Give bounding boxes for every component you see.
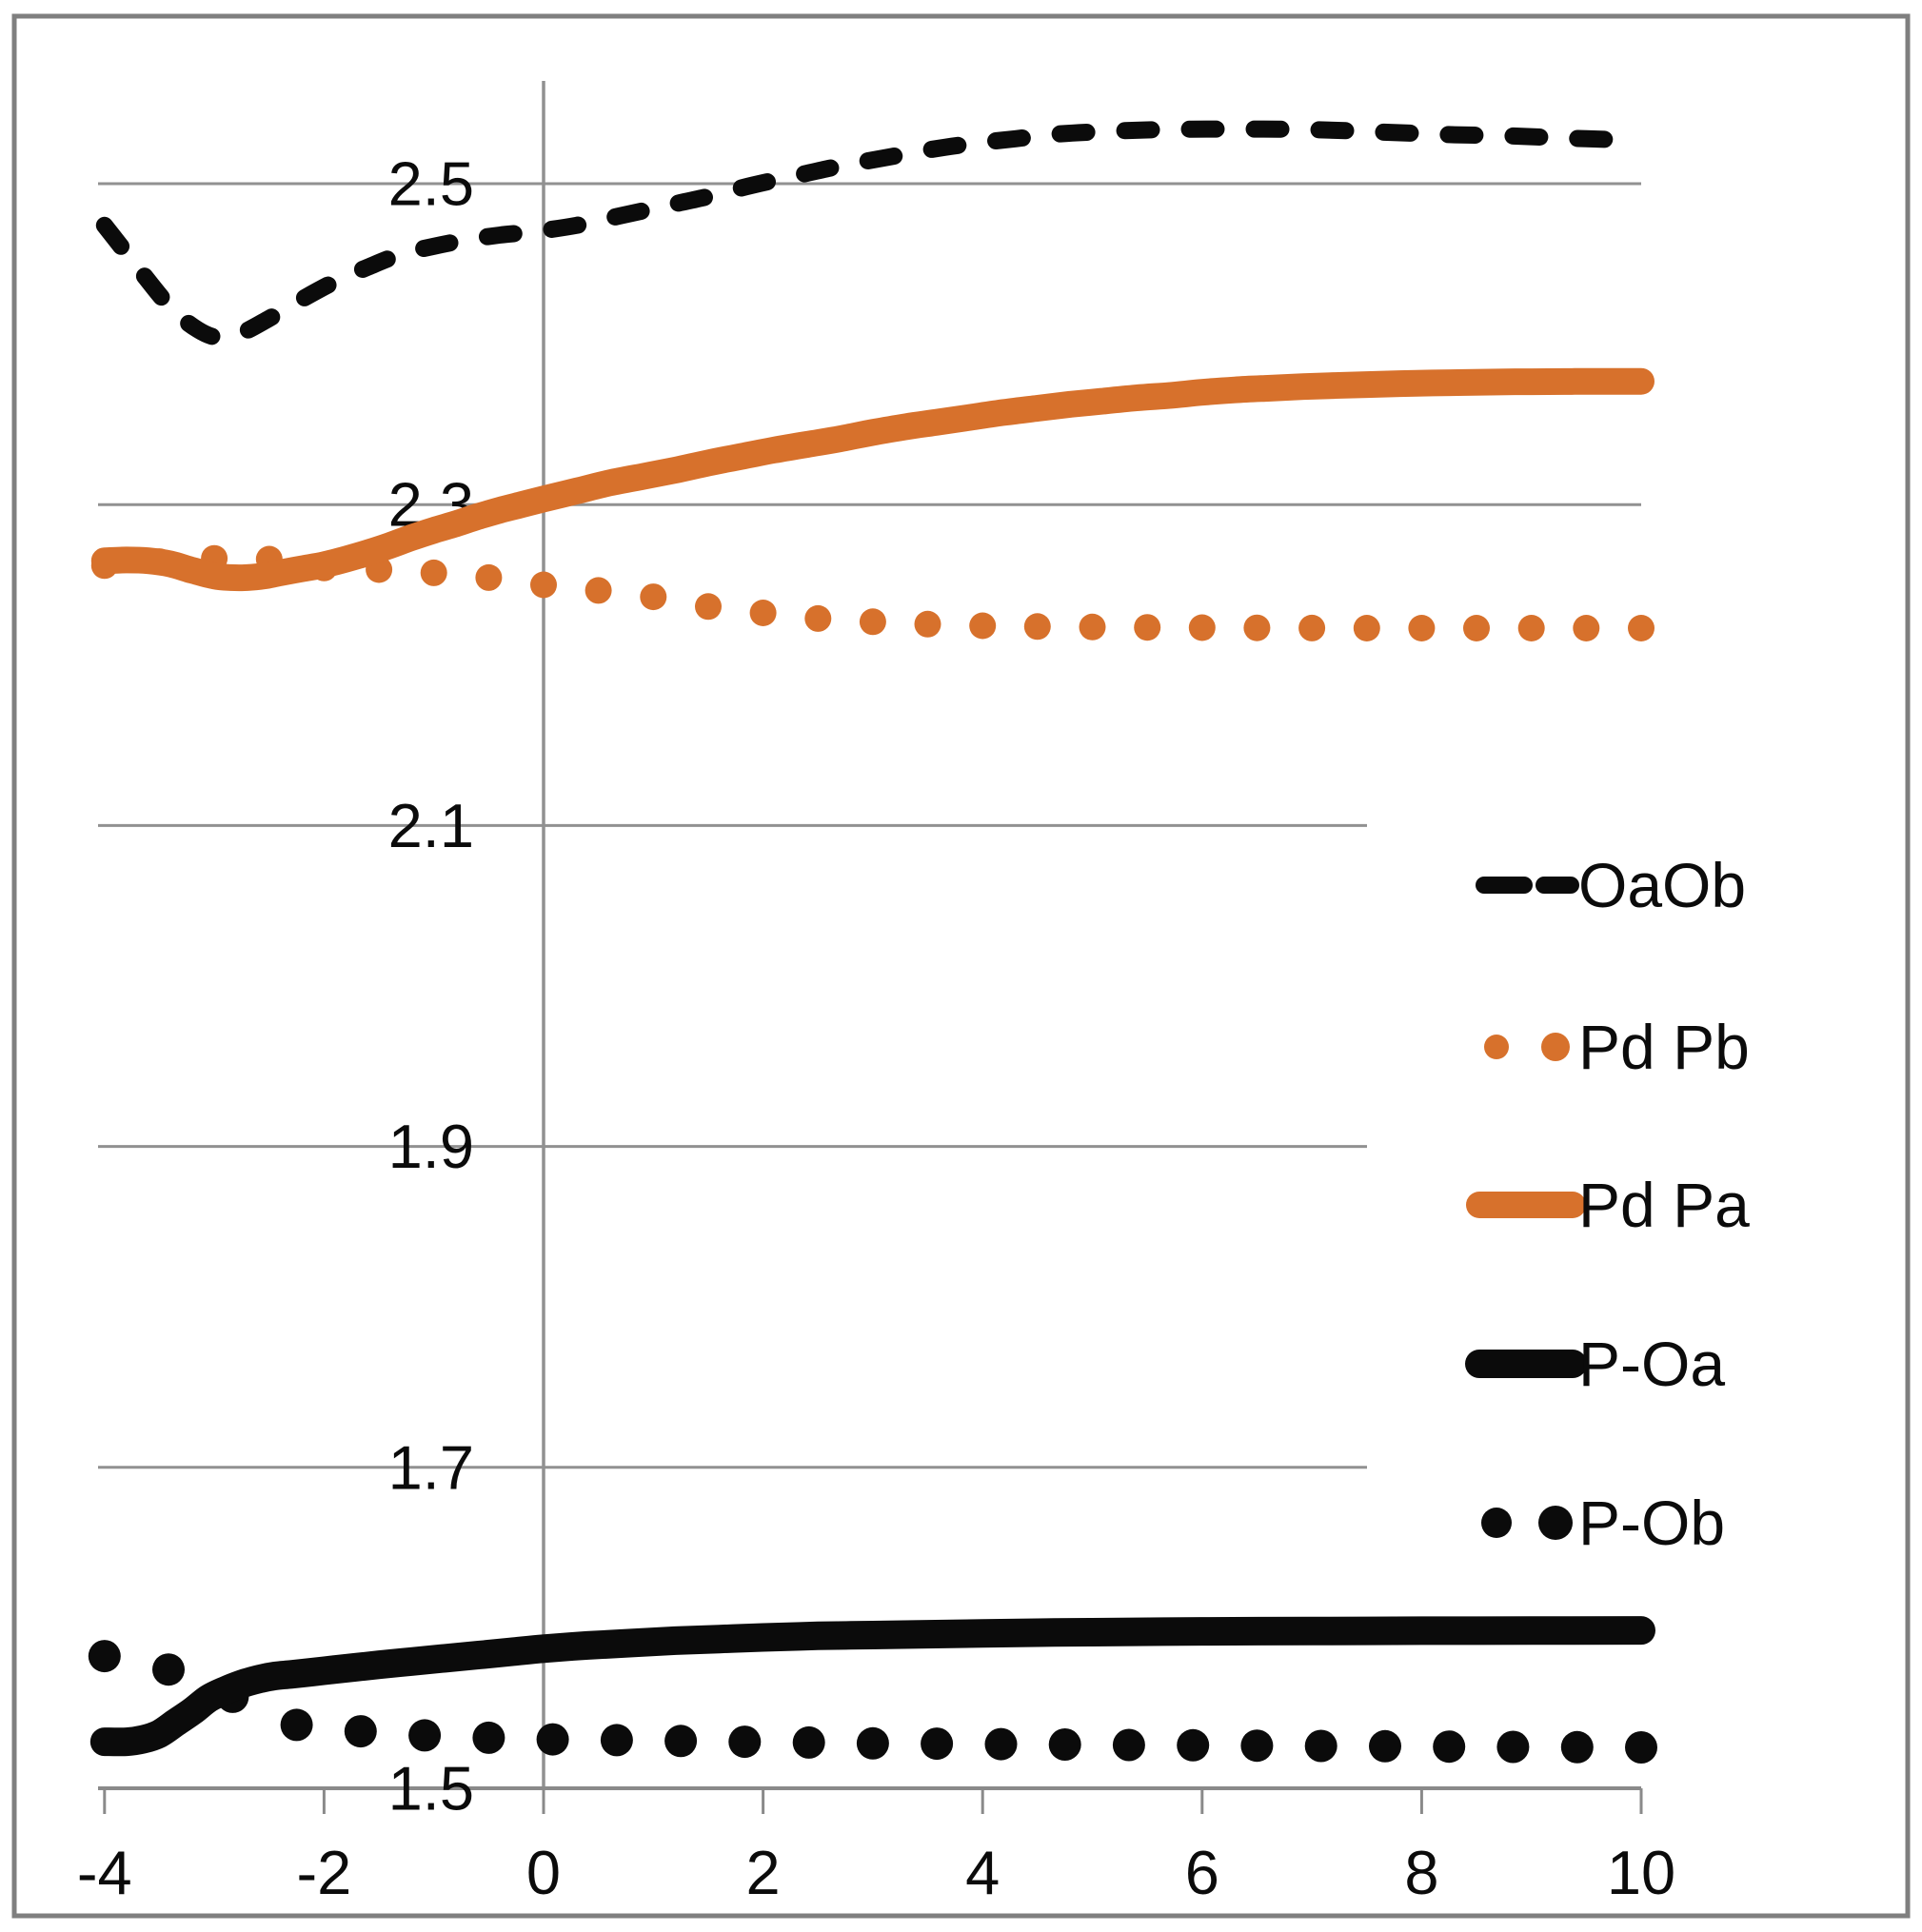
data-point	[344, 1715, 377, 1748]
legend-item-P-Oa: P-Oa	[1465, 1329, 1725, 1399]
data-point	[1134, 614, 1161, 641]
legend-item-OaOb: OaOb	[1476, 850, 1746, 920]
data-point	[1496, 1730, 1530, 1764]
y-tick-label-2.5: 2.5	[388, 149, 474, 219]
data-point	[1408, 615, 1436, 641]
data-point	[88, 1640, 121, 1673]
data-point	[536, 1723, 569, 1756]
data-point	[804, 604, 832, 632]
data-point	[1573, 615, 1600, 641]
legend-label: Pd Pa	[1578, 1170, 1750, 1240]
x-tick-label--4: -4	[77, 1838, 132, 1907]
legend-label: P-Ob	[1578, 1488, 1725, 1558]
legend-label: Pd Pb	[1578, 1012, 1750, 1082]
data-point	[1304, 1729, 1337, 1763]
x-tick-label--2: -2	[297, 1838, 352, 1907]
x-tick-label-0: 0	[526, 1838, 561, 1907]
x-tick-label-10: 10	[1607, 1838, 1675, 1907]
data-point	[408, 1719, 442, 1752]
x-tick-label-4: 4	[965, 1838, 1000, 1907]
data-point	[1079, 613, 1106, 641]
legend-item-P-Ob: P-Ob	[1481, 1488, 1725, 1558]
data-point	[856, 1726, 889, 1760]
data-point	[1369, 1729, 1401, 1763]
legend-swatch-dot	[1538, 1506, 1573, 1540]
y-tick-label-1.5: 1.5	[388, 1754, 474, 1824]
x-axis-labels: -4 -2 0 2 4 6 8 10	[77, 1838, 1675, 1907]
y-tick-label-2.1: 2.1	[388, 791, 474, 860]
data-point	[1243, 614, 1271, 641]
data-point	[1517, 615, 1545, 641]
data-point	[1463, 615, 1490, 641]
data-point	[1023, 613, 1051, 641]
legend-item-Pd-Pa: Pd Pa	[1466, 1170, 1750, 1240]
legend-swatch-dot	[1481, 1508, 1512, 1538]
x-axis	[98, 1786, 1643, 1814]
data-point	[1560, 1730, 1594, 1764]
data-point	[1298, 614, 1326, 641]
x-tick-label-2: 2	[746, 1838, 781, 1907]
x-tick-label-6: 6	[1185, 1838, 1219, 1907]
data-point	[984, 1727, 1018, 1761]
data-point	[640, 583, 667, 611]
data-point	[1433, 1730, 1466, 1764]
legend-item-Pd-Pb: Pd Pb	[1484, 1012, 1750, 1082]
data-point	[728, 1725, 762, 1759]
series-P-Ob	[88, 1640, 1657, 1764]
data-point	[969, 612, 997, 640]
data-point	[1625, 1731, 1657, 1764]
data-point	[1628, 615, 1655, 641]
data-line	[95, 120, 1650, 346]
data-point	[152, 1653, 185, 1686]
data-point	[914, 610, 941, 638]
legend: OaOb Pd Pb Pd Pa P-Oa P-Ob	[1465, 850, 1750, 1558]
data-point	[859, 608, 886, 636]
data-line	[90, 367, 1655, 592]
series-OaOb	[95, 120, 1650, 346]
data-point	[1177, 1728, 1210, 1762]
data-point	[695, 593, 722, 621]
legend-label: P-Oa	[1578, 1329, 1725, 1399]
data-point	[1353, 615, 1380, 641]
data-point	[664, 1725, 698, 1758]
data-point	[1240, 1729, 1274, 1763]
series-P-Oa	[89, 1616, 1655, 1757]
data-line	[89, 1616, 1655, 1757]
y-tick-label-1.7: 1.7	[388, 1432, 474, 1502]
series-Pd-Pa	[90, 367, 1655, 592]
data-point	[749, 600, 777, 626]
data-point	[280, 1708, 313, 1742]
data-point	[420, 559, 447, 586]
data-point	[1112, 1728, 1145, 1762]
data-point	[1048, 1728, 1081, 1761]
data-point	[530, 571, 557, 599]
data-point	[600, 1724, 633, 1757]
y-tick-label-1.9: 1.9	[388, 1112, 474, 1181]
y-axis-labels: 2.52.32.11.91.71.5	[388, 149, 474, 1824]
legend-swatch-dot	[1541, 1033, 1570, 1061]
legend-swatch-dot	[1484, 1035, 1509, 1059]
data-point	[585, 577, 612, 604]
data-point	[472, 1721, 505, 1754]
data-point	[1188, 614, 1216, 641]
data-point	[921, 1727, 954, 1761]
x-tick-label-8: 8	[1404, 1838, 1438, 1907]
chart-outer-border	[11, 13, 1911, 1919]
gridlines	[98, 81, 1641, 1788]
data-point	[475, 563, 503, 591]
data-point	[792, 1725, 825, 1759]
legend-label: OaOb	[1578, 850, 1746, 920]
